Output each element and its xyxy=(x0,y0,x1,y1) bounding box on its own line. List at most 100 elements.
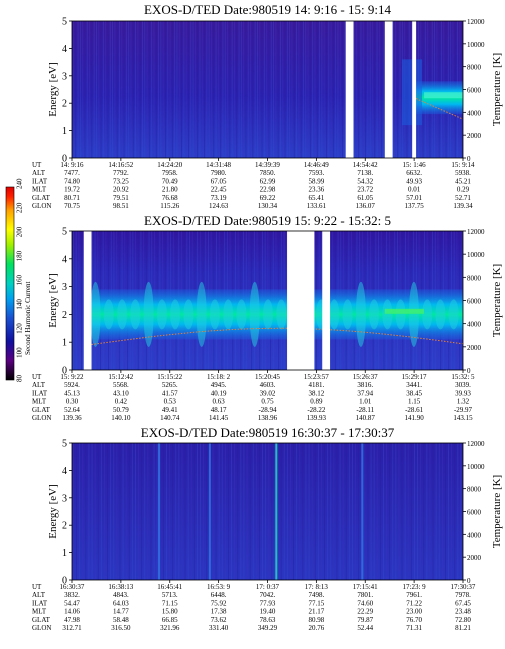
spectrogram-column xyxy=(321,443,322,580)
spectrogram-column xyxy=(188,21,189,158)
table-cell: 50.79 xyxy=(113,406,129,414)
spectrogram-column xyxy=(257,21,258,158)
spectrogram-column xyxy=(243,443,245,580)
spectrogram-column xyxy=(79,443,81,580)
y-tick-label: 2 xyxy=(62,310,67,321)
spectrogram-column xyxy=(330,443,332,580)
spectrogram-column xyxy=(319,21,320,158)
colorbar-tick-label: 240 xyxy=(16,178,24,189)
table-cell: 0.75 xyxy=(261,398,274,406)
spectrogram-column xyxy=(97,443,99,580)
spectrogram-column xyxy=(305,21,307,158)
spectrogram-column xyxy=(175,443,177,580)
table-cell: 4181. xyxy=(309,381,325,389)
table-cell: 137.75 xyxy=(405,202,425,210)
spectrogram-column xyxy=(75,21,77,158)
spectrogram-column xyxy=(171,21,173,158)
spectrogram-column xyxy=(383,443,384,580)
table-cell: 14:24:20 xyxy=(157,161,182,169)
table-cell: 37.94 xyxy=(357,389,373,397)
table-cell: 48.17 xyxy=(211,406,227,414)
spectrogram-column xyxy=(435,443,437,580)
spectrogram-column xyxy=(291,21,293,158)
spectrogram-column xyxy=(407,443,409,580)
spectrogram-column xyxy=(224,443,226,580)
colorbar-tick-label: 120 xyxy=(16,323,24,334)
data-gap xyxy=(345,21,354,158)
spectrogram-column xyxy=(378,21,380,158)
spectrogram-column xyxy=(360,21,362,158)
spectrogram-column xyxy=(125,21,127,158)
spectrogram-column xyxy=(326,21,327,158)
spectrogram-column xyxy=(300,21,302,158)
spectrogram-column xyxy=(227,21,228,158)
table-cell: 20.92 xyxy=(113,186,129,194)
spectrogram-column xyxy=(417,443,418,580)
table-cell: 14:31:48 xyxy=(206,161,231,169)
table-cell: 70.75 xyxy=(64,202,80,210)
spectrogram-column xyxy=(178,443,180,580)
spectrogram-column xyxy=(73,231,74,370)
spectrogram-column xyxy=(104,443,105,580)
spectrogram-column xyxy=(113,443,115,580)
spectrogram-column xyxy=(159,443,161,580)
table-cell: 15:23:57 xyxy=(304,373,329,381)
table-cell: 15:29:17 xyxy=(402,373,427,381)
spectrogram-column xyxy=(82,443,84,580)
spectrogram-column xyxy=(271,443,273,580)
spectrogram-column xyxy=(162,443,164,580)
panel-3: EXOS-D/TED Date:980519 16:30:37 - 17:30:… xyxy=(32,425,503,632)
spectrogram-column xyxy=(77,21,79,158)
spectrogram-column xyxy=(138,443,139,580)
spectrogram-column xyxy=(438,443,440,580)
table-cell: 6632. xyxy=(406,169,422,177)
table-cell: 4945. xyxy=(211,381,227,389)
spectrogram-column xyxy=(79,21,81,158)
table-cell: 15:12:42 xyxy=(108,373,133,381)
data-gap xyxy=(412,21,417,158)
spectrogram-column xyxy=(321,21,323,158)
spectrogram-column xyxy=(317,443,319,580)
spectrogram-column xyxy=(342,21,343,158)
spectrogram-column xyxy=(213,21,215,158)
table-cell: 349.29 xyxy=(258,624,278,632)
streak xyxy=(275,443,278,580)
spectrogram-column xyxy=(262,443,263,580)
spectrogram-column xyxy=(355,21,357,158)
y2-axis-label: Temperature [K] xyxy=(491,475,503,548)
spectrogram-column xyxy=(259,21,261,158)
spectrogram-column xyxy=(389,443,391,580)
spectrogram-column xyxy=(73,21,74,158)
spectrogram-column xyxy=(150,443,152,580)
spectrogram-column xyxy=(125,443,127,580)
table-row-label: ILAT xyxy=(32,599,48,607)
table-cell: 7978. xyxy=(455,591,471,599)
band-lobe xyxy=(103,299,114,330)
table-cell: 23.00 xyxy=(406,608,422,616)
spectrogram-column xyxy=(167,21,169,158)
spectrogram-column xyxy=(201,21,203,158)
spectrogram-column xyxy=(211,21,212,158)
band-lobe xyxy=(249,281,260,347)
spectrogram-column xyxy=(337,21,339,158)
spectrogram-column xyxy=(376,21,378,158)
table-cell: 75.92 xyxy=(211,599,227,607)
spectrogram-column xyxy=(234,443,236,580)
spectrogram-background xyxy=(72,21,463,158)
spectrogram-column xyxy=(119,21,120,158)
table-row-label: ILAT xyxy=(32,177,48,185)
spectrogram-column xyxy=(231,21,233,158)
y-tick-label: 4 xyxy=(62,466,67,477)
spectrogram-column xyxy=(404,443,406,580)
table-cell: 77.93 xyxy=(260,599,276,607)
spectrogram-column xyxy=(110,443,112,580)
spectrogram-column xyxy=(192,21,194,158)
table-cell: 1.15 xyxy=(408,398,421,406)
panel-2: EXOS-D/TED Date:980519 15: 9:22 - 15:32:… xyxy=(32,213,503,422)
spectrogram-column xyxy=(323,21,325,158)
table-cell: 22.45 xyxy=(211,186,227,194)
table-cell: 7498. xyxy=(309,591,325,599)
spectrogram-column xyxy=(397,21,399,158)
table-cell: 78.63 xyxy=(260,616,276,624)
spectrogram-column xyxy=(293,443,294,580)
